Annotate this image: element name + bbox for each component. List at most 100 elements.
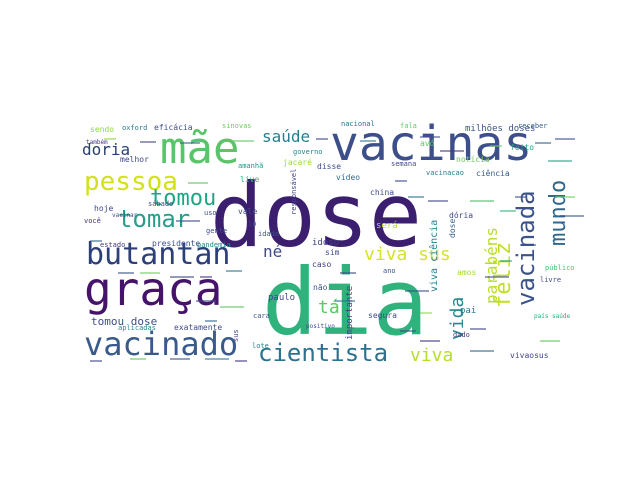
word-15: saúde (262, 127, 310, 146)
word-4: graça (84, 262, 222, 316)
word-6: butantan (86, 237, 231, 272)
word-49: vacinacao (426, 169, 464, 177)
word-8: tomou (150, 186, 216, 211)
word-33: oxford (122, 124, 147, 132)
word-39: jacaré (283, 157, 312, 167)
tiny-word-speck (405, 290, 429, 292)
word-68: presidente (152, 239, 200, 248)
word-29: fala (400, 122, 417, 130)
tiny-word-speck (535, 142, 551, 144)
tiny-word-speck (428, 200, 448, 202)
word-62: positivo (306, 323, 335, 330)
word-38: governo (293, 148, 323, 156)
word-21: tá (318, 297, 340, 318)
word-18: vida (447, 297, 468, 340)
word-13: mundo (546, 180, 571, 246)
tiny-word-speck (420, 136, 440, 138)
tiny-word-speck (335, 300, 355, 302)
word-37: você (84, 217, 101, 225)
tiny-word-speck (515, 196, 527, 198)
word-7: pessoa (84, 167, 178, 197)
word-70: pandemia (197, 241, 231, 249)
word-78: responsável (290, 169, 298, 215)
tiny-word-speck (316, 138, 328, 140)
word-61: importante (345, 286, 355, 340)
tiny-word-speck (140, 272, 160, 274)
word-3: mãe (160, 123, 239, 174)
word-59: não (313, 283, 328, 292)
word-64: vivaosus (510, 351, 549, 360)
word-77: idade (258, 230, 279, 238)
tiny-word-speck (140, 141, 156, 143)
word-24: idoso (312, 238, 339, 248)
word-72: uso (204, 209, 217, 217)
word-51: será (376, 221, 398, 231)
tiny-word-speck (548, 160, 572, 162)
tiny-word-speck (555, 196, 575, 198)
tiny-word-speck (205, 320, 217, 322)
tiny-word-speck (470, 350, 494, 352)
tiny-word-speck (90, 360, 102, 362)
word-5: vacinado (84, 325, 238, 363)
tiny-word-speck (470, 200, 494, 202)
word-56: pai (460, 306, 476, 316)
word-42: live (240, 175, 259, 184)
tiny-word-speck (400, 330, 416, 332)
word-53: dose (448, 219, 457, 238)
word-31: receber (518, 122, 548, 130)
word-23: tomou dose (91, 315, 157, 328)
word-71: gente (206, 227, 227, 235)
word-2: vacinas (330, 116, 532, 172)
tiny-word-speck (104, 138, 116, 140)
tiny-word-speck (408, 196, 424, 198)
cloud-background (69, 119, 574, 362)
word-12: vacinada (512, 190, 540, 306)
tiny-word-speck (205, 358, 229, 360)
word-0: dose (210, 164, 422, 267)
tiny-word-speck (420, 340, 440, 342)
word-73: vale (238, 207, 257, 216)
tiny-word-speck (470, 328, 486, 330)
words-layer: dosediavacinasmãegraçavacinadobutantanpe… (82, 116, 575, 367)
tiny-word-speck (560, 215, 584, 217)
tiny-word-speck (500, 210, 516, 212)
word-44: semana (391, 160, 416, 168)
word-10: cientista (258, 339, 388, 367)
word-83: lote (252, 342, 269, 350)
tiny-word-speck (500, 260, 512, 262)
word-22: viva ciência (428, 220, 440, 292)
tiny-words-layer (90, 136, 584, 362)
word-27: sinovas (222, 122, 252, 130)
tiny-word-speck (200, 276, 212, 278)
word-69: estado (100, 241, 125, 249)
tiny-word-speck (440, 150, 464, 152)
word-16: doria (82, 140, 130, 159)
tiny-word-speck (226, 270, 242, 272)
tiny-word-speck (395, 180, 407, 182)
word-50: china (370, 188, 394, 197)
word-60: segura (368, 311, 397, 320)
word-17: viva sus (364, 244, 451, 265)
tiny-word-speck (118, 272, 134, 274)
tiny-word-speck (520, 244, 536, 246)
word-76: vacinar (112, 212, 138, 219)
word-79: exatamente (174, 323, 222, 332)
tiny-word-speck (196, 300, 216, 302)
word-26: eficácia (154, 123, 193, 132)
tiny-word-speck (188, 182, 208, 184)
word-47: ciência (476, 168, 510, 178)
word-14: feliz (491, 242, 516, 308)
word-36: hoje (94, 204, 113, 213)
tiny-word-speck (360, 140, 376, 142)
word-66: público (545, 264, 575, 272)
word-58: caso (312, 260, 331, 269)
word-46: notícia (456, 155, 490, 164)
tiny-word-speck (170, 358, 190, 360)
word-48: feito (510, 143, 534, 152)
word-65: país saúde (534, 313, 571, 320)
word-20: né (263, 242, 282, 261)
tiny-word-speck (235, 360, 247, 362)
word-40: disse (317, 162, 341, 171)
tiny-word-speck (340, 272, 356, 274)
